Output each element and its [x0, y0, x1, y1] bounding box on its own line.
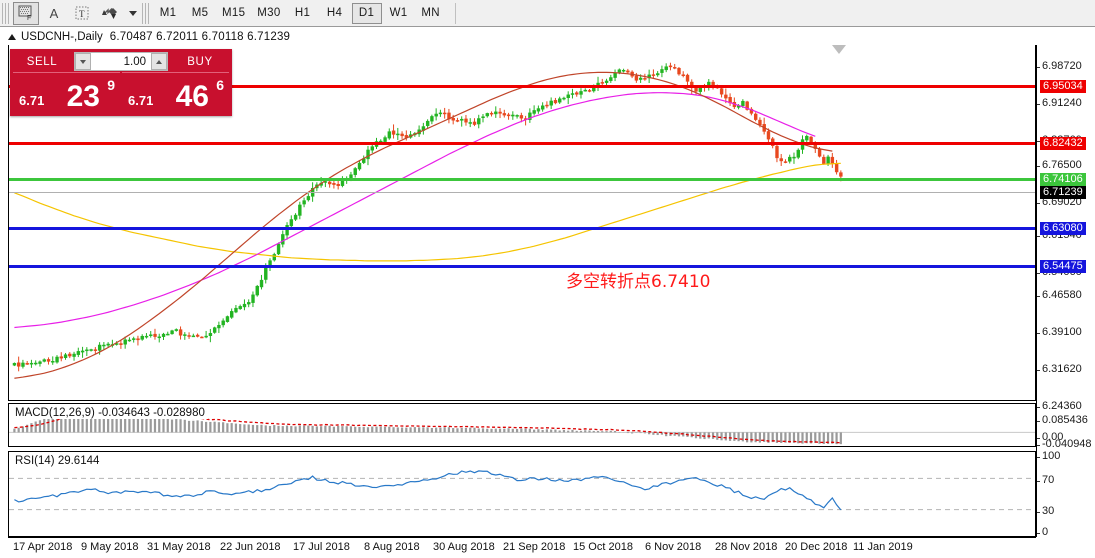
- time-axis-label: 6 Nov 2018: [645, 541, 702, 553]
- chart-symbol-label: USDCNH-,Daily: [21, 30, 103, 43]
- volume-decrease-button[interactable]: [75, 53, 91, 70]
- quote-bar: USDCNH-,Daily 6.70487 6.72011 6.70118 6.…: [8, 29, 290, 44]
- ma-line-MA-mid-magenta: [14, 92, 816, 329]
- volume-value[interactable]: 1.00: [123, 55, 146, 68]
- shapes-tool-button[interactable]: [97, 2, 123, 25]
- toolbar-grip[interactable]: [2, 2, 9, 24]
- price-label-resistance-lower[interactable]: 6.82432: [1040, 137, 1086, 150]
- chevron-down-icon: [128, 10, 137, 16]
- sell-price-prefix: 6.71: [19, 93, 45, 108]
- timeframe-toolbar-grip[interactable]: [142, 2, 149, 24]
- time-axis-label: 31 May 2018: [147, 541, 211, 553]
- svg-text:F: F: [27, 15, 31, 21]
- timeframe-button-w1[interactable]: W1: [389, 7, 408, 19]
- rsi-canvas: [9, 470, 1035, 511]
- price-chart-canvas: [12, 62, 843, 379]
- macd-canvas: [9, 411, 1035, 445]
- rsi-pane[interactable]: RSI(14) 29.6144: [8, 451, 1036, 537]
- buy-button[interactable]: BUY: [171, 52, 229, 71]
- rsi-line: [14, 470, 842, 511]
- text-tool-button[interactable]: A: [41, 2, 67, 25]
- sell-price-fraction: 9: [107, 77, 115, 93]
- timeframe-button-m30[interactable]: M30: [257, 7, 281, 19]
- time-axis-label: 17 Apr 2018: [13, 541, 73, 553]
- scroll-indicator-icon[interactable]: [832, 45, 846, 54]
- macd-pane[interactable]: MACD(12,26,9) -0.034643 -0.028980: [8, 403, 1036, 447]
- price-axis[interactable]: 6.987206.912406.837606.765006.690206.615…: [1036, 45, 1095, 538]
- timeframe-button-d1[interactable]: D1: [351, 2, 382, 24]
- buy-price-fraction: 6: [216, 77, 224, 93]
- timeframe-button-m1[interactable]: M1: [159, 7, 177, 19]
- crosshair-tool-button[interactable]: F: [13, 1, 39, 25]
- sell-button[interactable]: SELL: [13, 52, 71, 71]
- one-click-trading-panel[interactable]: SELL 1.00 BUY 6.71 23 9 6.71 46 6: [10, 49, 232, 116]
- time-axis[interactable]: 17 Apr 2018 9 May 2018 31 May 2018 22 Jun 2…: [8, 537, 1036, 558]
- price-label-support-upper[interactable]: 6.63080: [1040, 222, 1086, 235]
- caret-up-icon: [156, 59, 162, 64]
- timeframe-button-h4[interactable]: H4: [326, 7, 343, 19]
- triangle-up-icon: [8, 33, 16, 40]
- volume-increase-button[interactable]: [151, 53, 167, 70]
- macd-label: MACD(12,26,9) -0.034643 -0.028980: [15, 407, 208, 419]
- last-price-line[interactable]: [9, 192, 1035, 193]
- timeframe-button-mn[interactable]: MN: [421, 7, 440, 19]
- text-label-icon: T: [75, 6, 89, 20]
- sell-price-display[interactable]: 6.71 23 9: [13, 72, 120, 113]
- letter-a-icon: A: [49, 5, 59, 21]
- chart-ohlc-label: 6.70487 6.72011 6.70118 6.71239: [109, 30, 291, 43]
- shapes-dropdown-button[interactable]: [125, 2, 139, 25]
- support-line-654[interactable]: [9, 265, 1035, 268]
- time-axis-label: 21 Sep 2018: [503, 541, 566, 553]
- sell-price-big: 23: [66, 80, 100, 113]
- price-label-last-price[interactable]: 6.71239: [1040, 186, 1086, 199]
- time-axis-label: 30 Aug 2018: [433, 541, 495, 553]
- time-axis-label: 15 Oct 2018: [573, 541, 633, 553]
- timeframe-group: M1 M5 M15 M30 H1 H4 D1 W1 MN: [152, 2, 447, 24]
- timeframe-button-m5[interactable]: M5: [191, 7, 209, 19]
- pivot-line-674[interactable]: [9, 178, 1035, 181]
- trade-panel-top-row: SELL 1.00 BUY: [10, 49, 232, 71]
- caret-down-icon: [80, 59, 86, 64]
- macd-histogram: [13, 411, 842, 445]
- chart-frame: USDCNH-,Daily 6.70487 6.72011 6.70118 6.…: [0, 27, 1095, 553]
- rsi-label: RSI(14) 29.6144: [15, 455, 103, 467]
- arrows-shapes-icon: [101, 8, 117, 19]
- crosshair-icon: F: [18, 5, 32, 21]
- resistance-line-695[interactable]: [9, 85, 1035, 88]
- main-toolbar: F A T M1 M5 M15 M30 H1 H4 D1 W1 MN: [0, 0, 1095, 27]
- time-axis-label: 28 Nov 2018: [715, 541, 778, 553]
- trade-panel-prices: 6.71 23 9 6.71 46 6: [10, 71, 232, 116]
- ma-line-MA-fast-orange: [14, 71, 833, 379]
- label-tool-button[interactable]: T: [69, 2, 95, 25]
- time-axis-label: 17 Jul 2018: [293, 541, 350, 553]
- macd-signal-line: [14, 411, 841, 444]
- resistance-line-682[interactable]: [9, 142, 1035, 145]
- timeframe-button-h1[interactable]: H1: [294, 7, 311, 19]
- price-label-pivot-level[interactable]: 6.74106: [1040, 173, 1086, 186]
- candlestick-series: [12, 62, 843, 372]
- time-axis-label: 22 Jun 2018: [220, 541, 281, 553]
- time-axis-label: 20 Dec 2018: [785, 541, 848, 553]
- support-line-663[interactable]: [9, 227, 1035, 230]
- buy-price-prefix: 6.71: [128, 93, 154, 108]
- time-axis-label: 9 May 2018: [81, 541, 139, 553]
- price-label-support-lower[interactable]: 6.54475: [1040, 260, 1086, 273]
- ma-line-MA-slow-yellow: [14, 162, 841, 262]
- volume-input[interactable]: 1.00: [74, 52, 168, 71]
- timeframe-button-m15[interactable]: M15: [222, 7, 246, 19]
- toolbar-separator: [454, 2, 456, 24]
- buy-price-display[interactable]: 6.71 46 6: [122, 72, 229, 113]
- chart-annotation-text: 多空转折点6.7410: [566, 272, 711, 292]
- buy-price-big: 46: [175, 80, 209, 113]
- svg-text:T: T: [79, 9, 85, 19]
- price-label-resistance-upper[interactable]: 6.95034: [1040, 80, 1086, 93]
- time-axis-label: 8 Aug 2018: [364, 541, 420, 553]
- time-axis-label: 11 Jan 2019: [853, 541, 913, 553]
